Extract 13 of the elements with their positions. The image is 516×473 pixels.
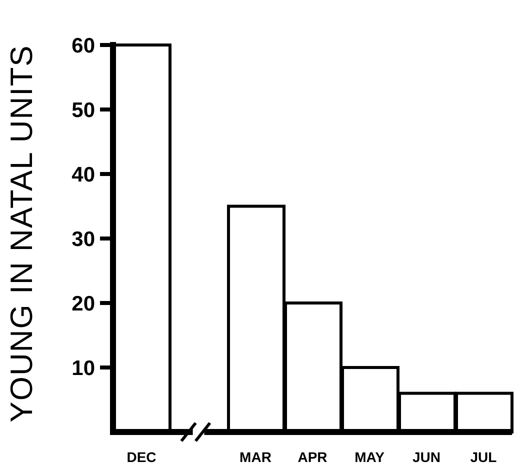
x-tick-label: APR — [298, 449, 328, 465]
y-tick-label: 10 — [72, 356, 95, 380]
y-tick-label: 50 — [72, 98, 95, 122]
x-tick-label: MAY — [354, 449, 386, 465]
x-tick-label: JUL — [470, 449, 498, 465]
y-tick-label: 40 — [72, 163, 95, 186]
x-tick-label: DEC — [126, 449, 156, 465]
y-tick-label: 20 — [72, 292, 95, 316]
y-tick-label: 60 — [72, 34, 95, 58]
y-tick-label: 30 — [72, 228, 95, 251]
x-tick-label: JUN — [412, 449, 441, 465]
x-tick-label: MAR — [240, 449, 272, 465]
y-axis-title: YOUNG IN NATAL UNITS — [4, 44, 39, 422]
